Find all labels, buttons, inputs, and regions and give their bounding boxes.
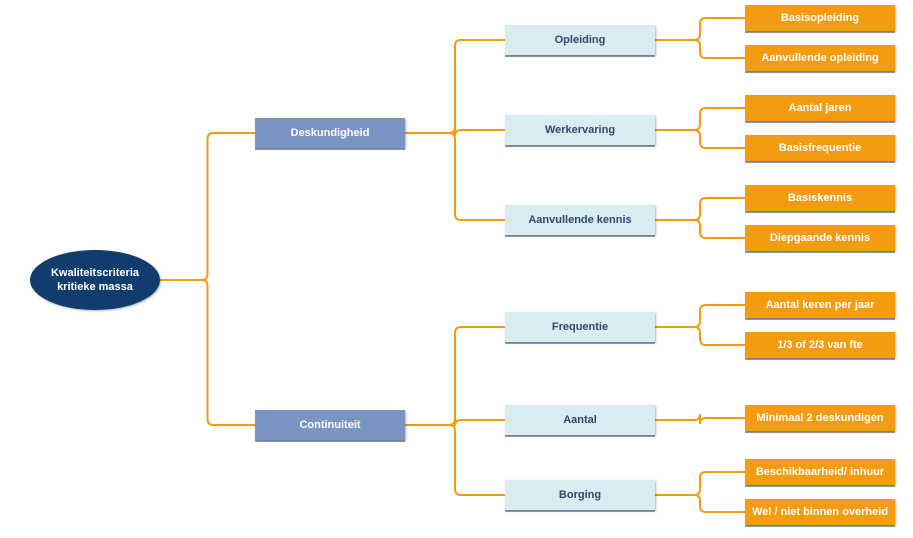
level3-node: Diepgaande kennis	[745, 225, 895, 251]
level3-node: Wel / niet binnen overheid	[745, 499, 895, 525]
level3-node: Aantal jaren	[745, 95, 895, 121]
level2-node: Aanvullende kennis	[505, 205, 655, 235]
level3-node: Beschikbaarheid/ inhuur	[745, 459, 895, 485]
level1-node: Continuiteit	[255, 410, 405, 440]
level2-node: Werkervaring	[505, 115, 655, 145]
level3-node: Basisopleiding	[745, 5, 895, 31]
root-node: Kwaliteitscriteria kritieke massa	[30, 250, 160, 310]
level3-node: Basiskennis	[745, 185, 895, 211]
level3-node: Aantal keren per jaar	[745, 292, 895, 318]
level3-node: Minimaal 2 deskundigen	[745, 405, 895, 431]
level2-node: Frequentie	[505, 312, 655, 342]
level2-node: Borging	[505, 480, 655, 510]
level3-node: 1/3 of 2/3 van fte	[745, 332, 895, 358]
level2-node: Opleiding	[505, 25, 655, 55]
level3-node: Aanvullende opleiding	[745, 45, 895, 71]
level1-node: Deskundigheid	[255, 118, 405, 148]
level2-node: Aantal	[505, 405, 655, 435]
level3-node: Basisfrequentie	[745, 135, 895, 161]
